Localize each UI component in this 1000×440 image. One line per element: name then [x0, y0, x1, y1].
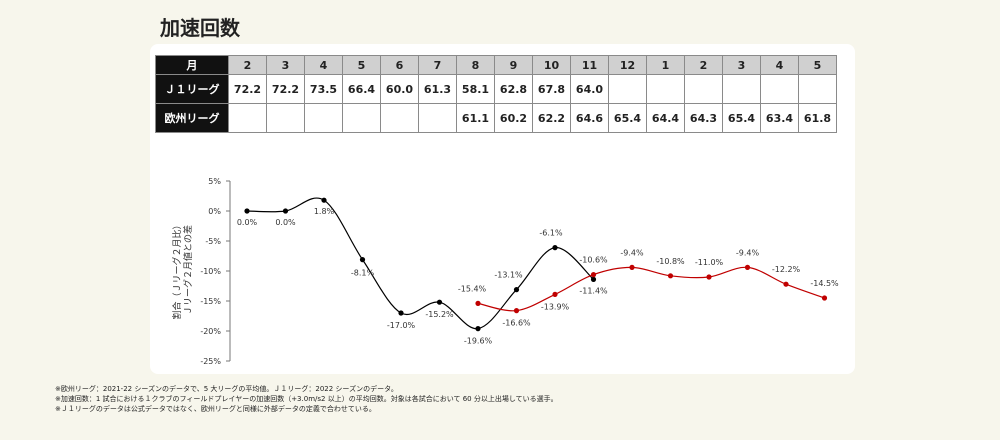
month-header-cell: 10 [532, 55, 571, 75]
y-tick-label: -5% [205, 237, 221, 246]
data-point [282, 208, 289, 214]
table-cell: 73.5 [304, 74, 343, 104]
table-cell: 64.0 [570, 74, 609, 104]
data-point [821, 295, 828, 301]
table-header-row: 月 2 3 4 5 6 7 8 9 10 11 12 1 2 3 4 5 [155, 55, 837, 75]
data-label: -13.9% [541, 302, 570, 311]
data-point [321, 197, 327, 203]
table-cell [342, 103, 381, 133]
data-label: -6.1% [539, 229, 563, 238]
month-header-cell: 3 [722, 55, 761, 75]
data-label: -9.4% [736, 248, 760, 257]
data-label: 1.8% [314, 207, 335, 216]
table-cell [266, 103, 305, 133]
data-point [475, 326, 481, 332]
data-point [744, 264, 751, 270]
table-cell: 60.2 [494, 103, 533, 133]
y-tick-label: -25% [200, 357, 221, 366]
data-label: -9.4% [620, 248, 644, 257]
table-cell: 61.8 [798, 103, 837, 133]
month-header-cell: 4 [304, 55, 343, 75]
month-header-cell: 5 [342, 55, 381, 75]
table-cell: 65.4 [722, 103, 761, 133]
data-point [667, 273, 674, 279]
data-point [629, 264, 635, 270]
table-cell: 65.4 [608, 103, 647, 133]
series-line-0 [246, 197, 594, 330]
data-point [398, 310, 404, 316]
data-point [244, 208, 250, 214]
series-line-1 [477, 266, 825, 312]
data-label: -10.8% [656, 257, 685, 266]
data-point [706, 274, 712, 280]
footnote: ※欧州リーグ：2021-22 シーズンのデータで、5 大リーグの平均値。Ｊ１リー… [55, 385, 398, 393]
table-row-europe: 欧州リーグ 61.1 60.2 62.2 64.6 65.4 64.4 64.3 65.4 63… [155, 103, 837, 133]
table-cell: 64.3 [684, 103, 723, 133]
table-cell: 62.2 [532, 103, 571, 133]
month-header-cell: 2 [684, 55, 723, 75]
data-label: 0.0% [237, 218, 258, 227]
data-point [475, 300, 481, 306]
data-point [783, 281, 789, 287]
data-label: -10.6% [579, 256, 608, 265]
data-label: -16.6% [502, 319, 531, 328]
table-cell: 61.1 [456, 103, 495, 133]
data-label: -14.5% [810, 279, 839, 288]
month-header-cell: 9 [494, 55, 533, 75]
page-title: 加速回数 [160, 16, 240, 40]
y-tick-label: 0% [208, 207, 221, 216]
table-row-label: Ｊ１リーグ [155, 74, 229, 104]
table-row-label: 欧州リーグ [155, 103, 229, 133]
data-label: -15.2% [425, 310, 454, 319]
footnotes: ※欧州リーグ：2021-22 シーズンのデータで、5 大リーグの平均値。Ｊ１リー… [55, 384, 558, 414]
month-header-cell: 12 [608, 55, 647, 75]
data-table: 月 2 3 4 5 6 7 8 9 10 11 12 1 2 3 4 5 Ｊ１リーグ 72.2 72.2 73.5… [155, 55, 837, 133]
data-label: -17.0% [387, 321, 416, 330]
table-cell: 64.4 [646, 103, 685, 133]
data-point [552, 245, 558, 251]
data-label: -12.2% [772, 265, 801, 274]
data-point [552, 291, 558, 297]
y-axis-label: Ｊリーグ２月値との差 [182, 225, 194, 315]
data-label: -19.6% [464, 337, 493, 346]
data-label: 0.0% [275, 218, 296, 227]
y-tick-label: 5% [208, 177, 221, 186]
y-tick-label: -20% [200, 327, 221, 336]
month-header-cell: 8 [456, 55, 495, 75]
data-point [513, 287, 520, 293]
data-point [590, 276, 597, 282]
data-label: -13.1% [494, 271, 523, 280]
table-cell [418, 103, 457, 133]
table-cell: 60.0 [380, 74, 419, 104]
data-label: -11.0% [695, 258, 724, 267]
data-point [436, 299, 443, 305]
month-header-cell: 7 [418, 55, 457, 75]
data-point [513, 308, 520, 314]
footnote: ※Ｊ１リーグのデータは公式データではなく、欧州リーグと同様に外部データの定義で合… [55, 405, 376, 413]
data-label: -11.4% [579, 286, 608, 295]
y-tick-label: -15% [200, 297, 221, 306]
footnote: ※加速回数：1 試合における１クラブのフィールドプレイヤーの加速回数（+3.0m… [55, 395, 558, 403]
data-label: -8.1% [351, 269, 375, 278]
y-tick-label: -10% [200, 267, 221, 276]
data-point [359, 257, 366, 263]
month-header-cell: 5 [798, 55, 837, 75]
data-label: -15.4% [458, 284, 487, 293]
y-axis-label: 割合（Ｊリーグ２月比） [171, 220, 183, 319]
data-point [590, 272, 597, 278]
table-cell: 62.8 [494, 74, 533, 104]
